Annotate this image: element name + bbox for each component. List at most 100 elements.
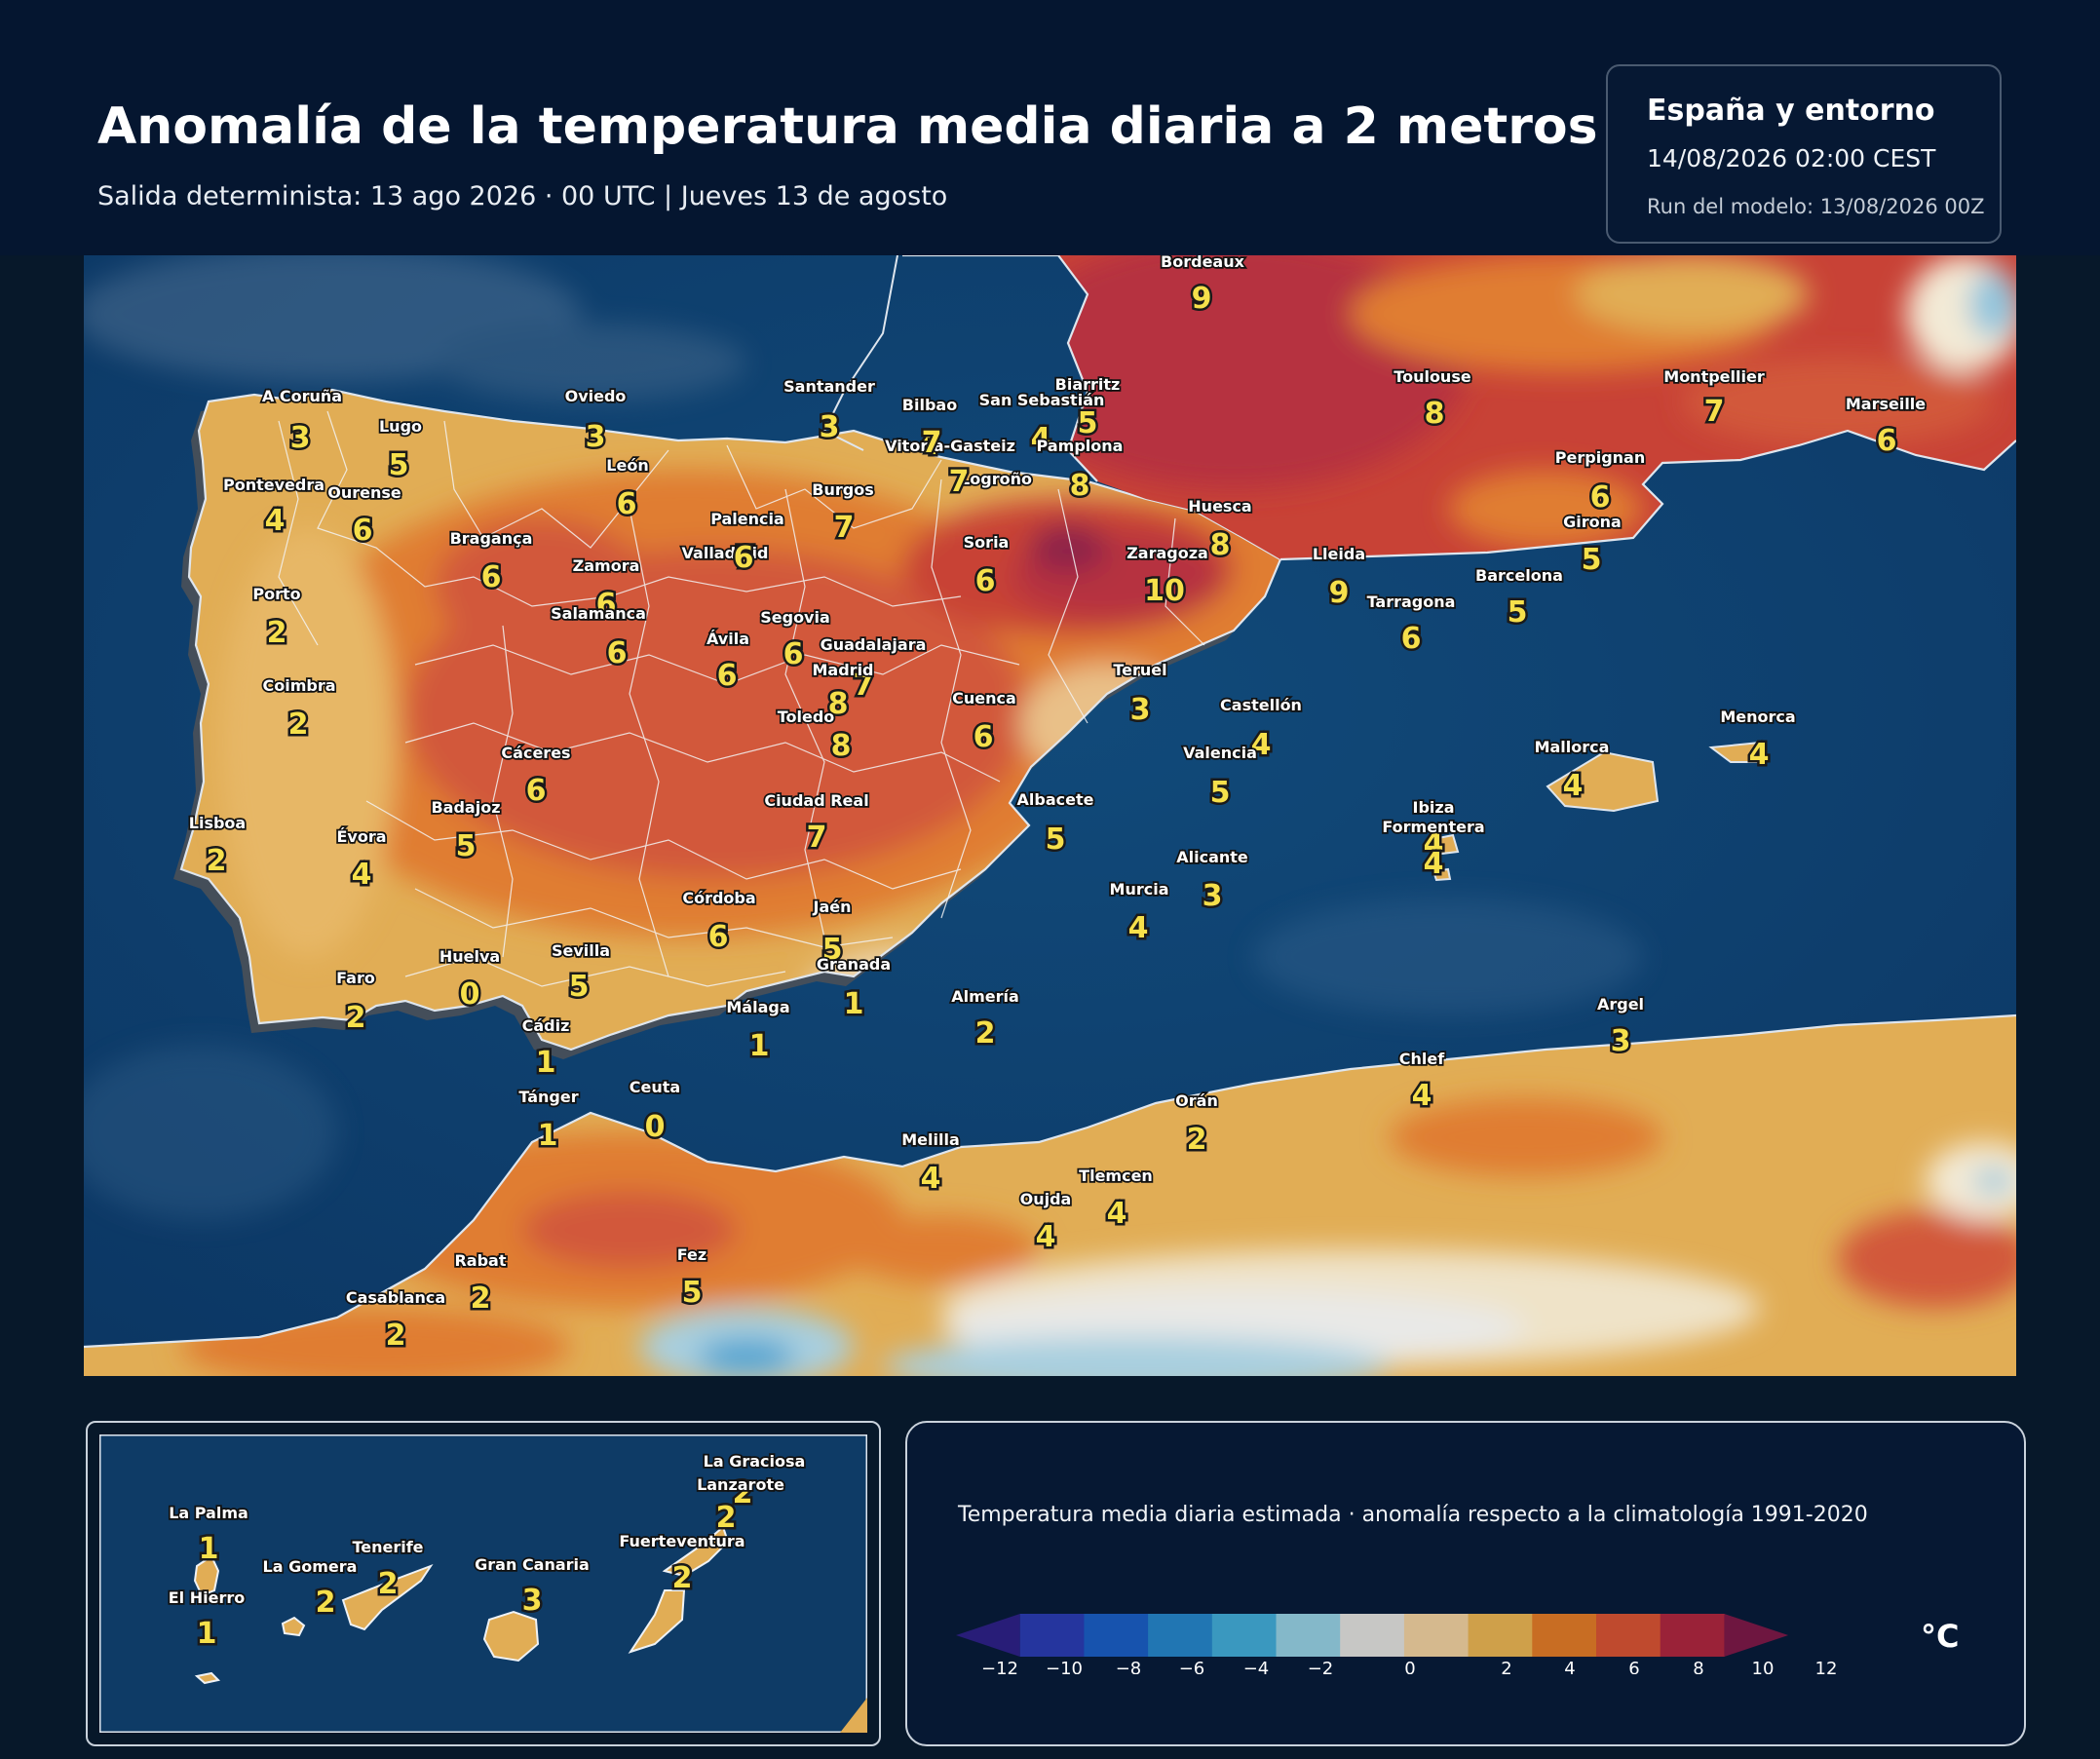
station-label-montpellier: Montpellier [1663,367,1765,386]
station-label-pontevedra: Pontevedra [223,476,325,494]
colorbar-tick-label: −12 [981,1659,1018,1674]
station-value-porto: 2 [267,616,287,650]
main-map[interactable]: Bordeaux 9 A Coruña 3 Oviedo 3 Santander 3 Bilba… [84,255,2016,1376]
station-value-murcia: 4 [1128,911,1149,945]
canary-value-tenerife: 2 [378,1567,399,1601]
station-value-lleida: 9 [1329,576,1350,610]
canary-value-fuerteventura: 2 [672,1561,693,1595]
colorbar: −12 −10 −8 −6 −4 −2 0 2 4 6 8 10 12 [956,1614,1837,1674]
station-label-lleida: Lleida [1313,545,1365,563]
station-label-melilla: Melilla [901,1130,960,1149]
canary-value-la-palma: 1 [199,1532,219,1566]
station-value-braganca: 6 [481,560,502,594]
legend-caption: Temperatura media diaria estimada · anom… [958,1503,1868,1527]
canary-label-la-graciosa: La Graciosa [704,1452,806,1471]
station-value-oujda: 4 [1036,1220,1056,1254]
station-value-argel: 3 [1611,1024,1631,1058]
station-value-malaga: 1 [749,1029,770,1063]
station-value-menorca: 4 [1749,738,1770,772]
station-value-caceres: 6 [526,774,547,808]
colorbar-segment [1148,1614,1213,1657]
station-label-salamanca: Salamanca [551,604,646,623]
colorbar-tick-label: −8 [1116,1659,1142,1674]
colorbar-tick-label: 6 [1628,1659,1639,1674]
france-coastline [902,255,2016,561]
station-value-chlef: 4 [1412,1079,1432,1113]
station-label-cuenca: Cuenca [952,689,1016,707]
colorbar-segment [1532,1614,1597,1657]
station-label-castellon: Castellón [1220,696,1302,714]
station-value-jaen: 5 [822,933,843,967]
station-label-faro: Faro [336,969,375,987]
canary-label-gran-canaria: Gran Canaria [475,1555,590,1574]
station-label-granada: Granada [817,955,891,974]
station-label-girona: Girona [1563,513,1622,531]
station-label-oran: Orán [1175,1091,1218,1110]
station-value-formentera: 4 [1424,847,1444,881]
station-value-burgos: 7 [834,511,855,545]
colorbar-segment [1660,1614,1725,1657]
station-value-leon: 6 [617,487,637,521]
info-model-run: Run del modelo: 13/08/2026 00Z [1647,195,1985,218]
station-value-toledo: 8 [831,729,852,763]
station-label-zaragoza: Zaragoza [1126,544,1208,562]
station-label-bilbao: Bilbao [902,396,957,414]
colorbar-segment [1724,1614,1789,1657]
africa-corner [840,1698,867,1733]
station-value-castellon: 4 [1251,728,1272,762]
station-value-faro: 2 [346,1001,366,1035]
station-label-ceuta: Ceuta [630,1078,680,1096]
colorbar-segment [956,1614,1020,1657]
colorbar-segment [1084,1614,1149,1657]
station-label-tanger: Tánger [518,1088,578,1106]
station-value-rabat: 2 [471,1281,491,1316]
header: Anomalía de la temperatura media diaria … [0,0,2100,255]
inset-sea [99,1434,867,1733]
station-value-bordeaux: 9 [1192,282,1212,316]
station-label-marseille: Marseille [1846,395,1926,413]
station-value-segovia: 6 [783,637,804,671]
colorbar-tick-label: −6 [1179,1659,1205,1674]
station-label-valladolid: Valladolid [682,544,769,562]
station-value-tanger: 1 [538,1119,558,1153]
colorbar-segment [1403,1614,1470,1657]
station-label-sevilla: Sevilla [552,941,610,960]
colorbar-tick-label: 4 [1564,1659,1575,1674]
station-label-huelva: Huelva [439,947,500,966]
station-label-leon: León [606,456,648,475]
station-value-almeria: 2 [975,1016,996,1051]
station-value-huelva: 0 [460,977,480,1012]
station-label-valencia: Valencia [1183,744,1257,762]
station-value-tlemcen: 4 [1107,1197,1127,1231]
canary-islands-inset: La Graciosa 2 Lanzarote 2 La Palma 1 Tenerife 2… [86,1421,881,1746]
station-value-palencia: 7 [736,541,756,575]
station-value-pontevedra: 4 [265,504,286,538]
station-value-ourense: 6 [353,514,373,548]
station-layer: Bordeaux 9 A Coruña 3 Oviedo 3 Santander 3 Bilba… [187,255,1928,1356]
colorbar-tick-label: 10 [1752,1659,1775,1674]
station-label-soria: Soria [964,533,1010,552]
province-borders [278,410,1205,987]
station-label-huesca: Huesca [1188,497,1251,516]
station-value-alicante: 3 [1203,879,1223,913]
station-label-argel: Argel [1597,995,1644,1013]
station-label-segovia: Segovia [760,608,830,627]
station-value-madrid: 8 [828,687,849,721]
station-label-oujda: Oujda [1020,1190,1072,1208]
station-label-ciudad-real: Ciudad Real [764,791,868,810]
station-label-teruel: Teruel [1113,661,1166,679]
canary-label-lanzarote: Lanzarote [697,1475,784,1494]
station-label-toledo: Toledo [778,707,835,726]
station-label-ibiza: Ibiza [1413,798,1455,817]
africa-coastline [84,1013,2016,1349]
station-value-albacete: 5 [1046,822,1066,857]
colorbar-segment [1468,1614,1533,1657]
colorbar-tick-label: 2 [1501,1659,1511,1674]
balearic-islands [1427,741,1767,882]
page-subtitle: Salida determinista: 13 ago 2026 · 00 UT… [97,181,948,211]
station-value-cordoba: 6 [708,920,729,954]
station-label-porto: Porto [252,585,300,603]
legend-unit: °C [1921,1618,1960,1655]
canary-land [193,1525,730,1685]
